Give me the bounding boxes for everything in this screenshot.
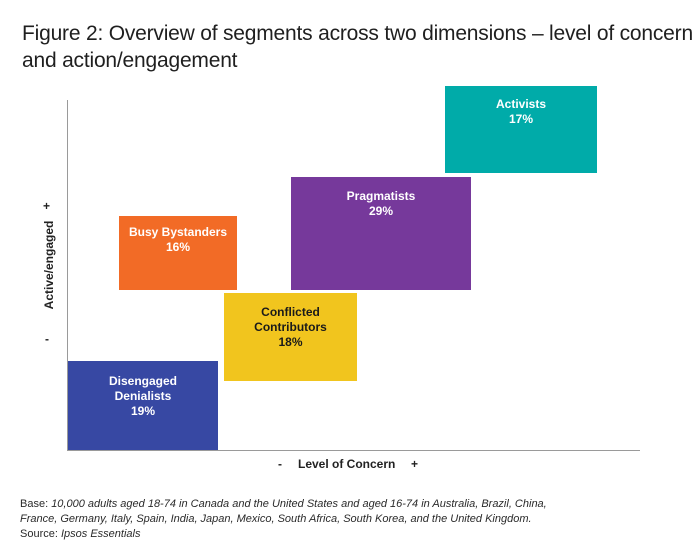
segment-percent: 19% (130, 404, 156, 418)
footer-base-line-2: France, Germany, Italy, Spain, India, Ja… (20, 512, 680, 527)
footer-source-text: Ipsos Essentials (60, 528, 141, 540)
segment-name: Busy Bystanders (128, 225, 228, 239)
segment-name: Pragmatists (346, 189, 416, 203)
segment-name-line-1: Disengaged (108, 374, 177, 388)
y-axis-line (67, 100, 68, 450)
segment-name-line-2: Denialists (114, 389, 172, 403)
segment-pragmatists: Pragmatists 29% (291, 177, 471, 290)
segment-percent: 29% (368, 204, 394, 218)
segment-percent: 17% (508, 112, 534, 126)
segment-activists: Activists 17% (445, 86, 597, 173)
x-axis-line (67, 450, 640, 451)
footer-base-line-1: Base: 10,000 adults aged 18-74 in Canada… (20, 497, 680, 512)
segment-percent: 18% (278, 335, 303, 349)
segment-disengaged-denialists: Disengaged Denialists 19% (68, 361, 218, 450)
segment-name: Activists (495, 97, 547, 111)
segment-name-line-1: Conflicted (261, 305, 320, 319)
figure-title-line-1: Figure 2: Overview of segments across tw… (22, 22, 693, 45)
figure-footer: Base: 10,000 adults aged 18-74 in Canada… (20, 497, 680, 542)
footer-base-text-2: France, Germany, Italy, Spain, India, Ja… (20, 513, 532, 525)
footer-source-label: Source: (20, 528, 61, 540)
x-axis-minus: - (278, 457, 282, 471)
segment-percent: 16% (165, 240, 191, 254)
y-axis-plus: + (43, 199, 51, 213)
x-axis-plus: + (411, 457, 419, 471)
y-axis-minus: - (45, 332, 49, 346)
segment-conflicted-contributors: Conflicted Contributors 18% (224, 293, 357, 381)
figure-title-line-2: and action/engagement (22, 49, 238, 72)
footer-base-text-1: 10,000 adults aged 18-74 in Canada and t… (51, 498, 547, 510)
footer-source-line: Source: Ipsos Essentials (20, 527, 680, 542)
y-axis-label: Active/engaged (42, 220, 56, 310)
x-axis-label: Level of Concern (298, 457, 396, 471)
footer-base-label: Base: (20, 498, 52, 510)
segment-busy-bystanders: Busy Bystanders 16% (119, 216, 237, 290)
figure-title: Figure 2: Overview of segments across tw… (22, 20, 693, 74)
segment-name-line-2: Contributors (254, 320, 327, 334)
